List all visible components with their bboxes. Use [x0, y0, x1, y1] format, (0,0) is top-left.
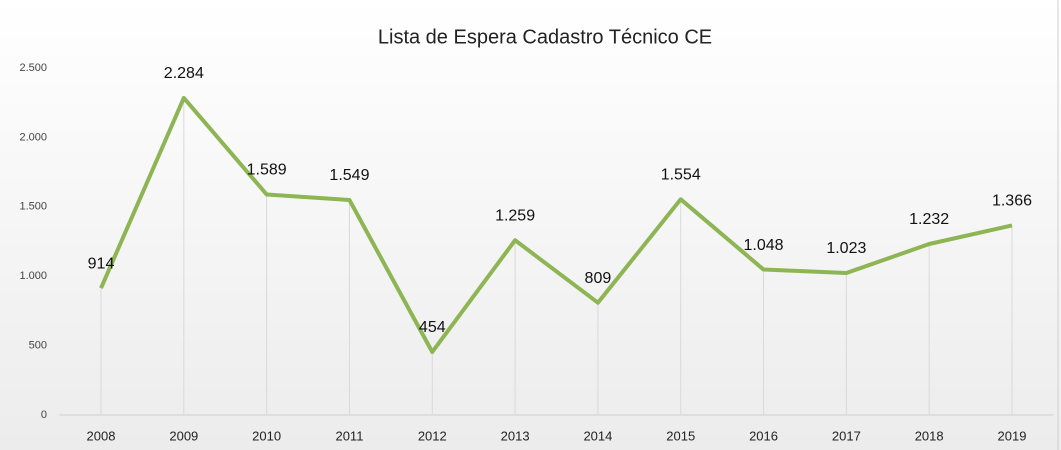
line — [99, 95, 1013, 354]
x-tick-label: 2013 — [501, 428, 530, 443]
data-label: 1.023 — [826, 240, 866, 257]
chart-title: Lista de Espera Cadastro Técnico CE — [378, 26, 712, 48]
data-label: 1.259 — [495, 207, 535, 224]
x-tick-label: 2018 — [915, 428, 944, 443]
x-tick-label: 2017 — [832, 428, 861, 443]
y-tick-label: 2.500 — [19, 62, 47, 74]
x-tick-label: 2008 — [87, 428, 116, 443]
y-tick-label: 1.500 — [19, 201, 47, 213]
data-label: 809 — [585, 270, 612, 287]
x-tick-label: 2016 — [749, 428, 778, 443]
data-label: 2.284 — [164, 65, 204, 82]
x-tick-label: 2011 — [335, 428, 363, 443]
data-label: 1.554 — [661, 167, 701, 184]
x-tick-label: 2019 — [998, 428, 1027, 443]
x-tick-label: 2014 — [583, 428, 612, 443]
data-label: 1.549 — [329, 167, 369, 184]
x-tick-label: 2015 — [666, 428, 695, 443]
data-label: 914 — [88, 255, 115, 272]
data-label: 454 — [419, 319, 446, 336]
y-tick-label: 1.000 — [19, 270, 47, 282]
y-tick-label: 500 — [29, 340, 47, 352]
y-tick-label: 2.000 — [19, 131, 47, 143]
data-label: 1.048 — [744, 237, 784, 254]
y-tick-label: 0 — [41, 409, 47, 421]
x-tick-label: 2009 — [169, 428, 198, 443]
x-tick-label: 2012 — [418, 428, 447, 443]
x-tick-label: 2010 — [252, 428, 281, 443]
data-label: 1.366 — [992, 193, 1032, 210]
data-label: 1.589 — [247, 162, 287, 179]
data-label: 1.232 — [909, 211, 949, 228]
